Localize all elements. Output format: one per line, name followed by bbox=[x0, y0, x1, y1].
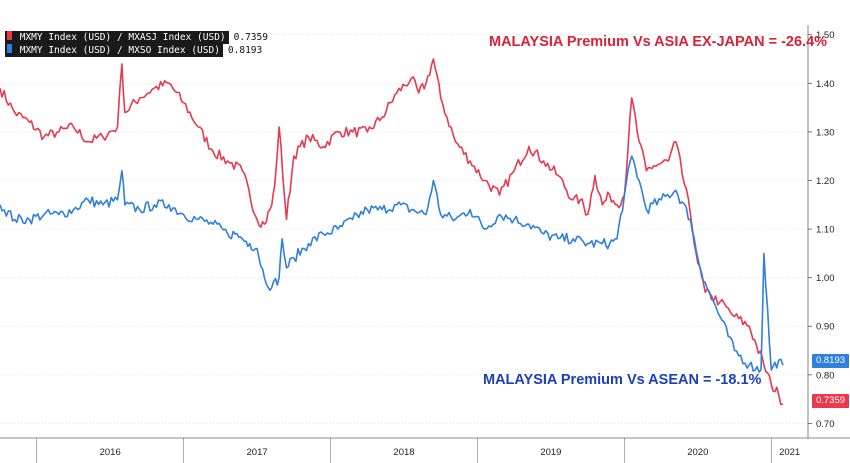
legend-value: 0.7359 bbox=[230, 31, 271, 44]
annotation-asia-ex-japan: MALAYSIA Premium Vs ASIA EX-JAPAN = -26.… bbox=[489, 34, 828, 50]
y-tick-label: 0.90 bbox=[816, 322, 835, 333]
legend-item-asean: MXMY Index (USD) / MXSO Index (USD) 0.81… bbox=[5, 44, 271, 57]
y-tick-label: 1.00 bbox=[816, 273, 835, 284]
x-tick-label: 2017 bbox=[247, 447, 268, 458]
legend: MXMY Index (USD) / MXASJ Index (USD) 0.7… bbox=[5, 31, 271, 57]
legend-label: MXMY Index (USD) / MXASJ Index (USD) bbox=[19, 32, 226, 43]
legend-swatch-blue bbox=[7, 44, 12, 53]
x-tick-label: 2018 bbox=[393, 447, 414, 458]
x-tick-label: 2020 bbox=[687, 447, 708, 458]
last-value-tag-red: 0.7359 bbox=[812, 394, 849, 408]
x-tick-label: 2021 bbox=[779, 447, 800, 458]
y-tick-label: 1.10 bbox=[816, 225, 835, 236]
annotation-asean: MALAYSIA Premium Vs ASEAN = -18.1% bbox=[483, 372, 762, 388]
series-line-asean bbox=[0, 155, 784, 373]
y-tick-label: 0.70 bbox=[816, 419, 835, 430]
last-value-tag-blue: 0.8193 bbox=[812, 354, 849, 368]
y-tick-label: 0.80 bbox=[816, 370, 835, 381]
y-tick-label: 1.30 bbox=[816, 127, 835, 138]
y-tick-label: 1.20 bbox=[816, 176, 835, 187]
series-line-asia-ex-japan bbox=[0, 58, 784, 406]
legend-value: 0.8193 bbox=[224, 44, 266, 57]
x-tick-label: 2016 bbox=[100, 447, 121, 458]
y-tick-label: 1.50 bbox=[816, 30, 835, 41]
y-tick-label: 1.40 bbox=[816, 79, 835, 90]
legend-item-asia-ex-japan: MXMY Index (USD) / MXASJ Index (USD) 0.7… bbox=[5, 31, 271, 44]
x-tick-label: 2019 bbox=[540, 447, 561, 458]
legend-swatch-red bbox=[7, 31, 12, 40]
legend-label: MXMY Index (USD) / MXSO Index (USD) bbox=[19, 45, 220, 56]
